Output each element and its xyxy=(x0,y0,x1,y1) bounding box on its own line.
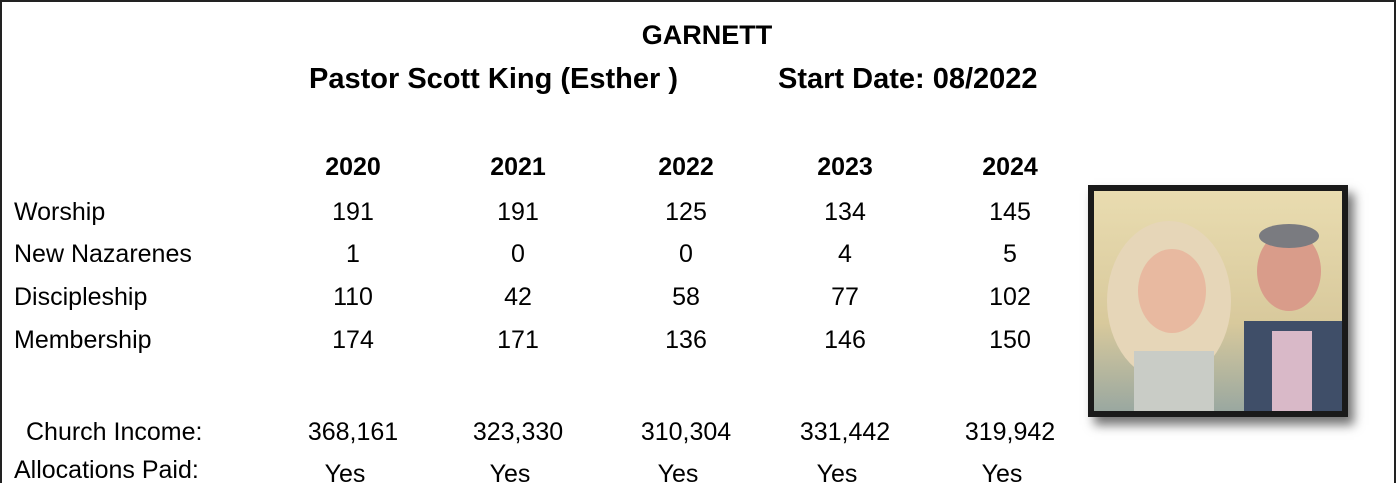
start-date: Start Date: 08/2022 xyxy=(778,64,1038,94)
finance-cell: 310,304 xyxy=(641,417,731,447)
cell: 150 xyxy=(989,325,1031,355)
column-header: 2022 xyxy=(658,152,714,182)
finance-label: Church Income: xyxy=(26,417,202,447)
finance-cell: 323,330 xyxy=(473,417,563,447)
title: GARNETT xyxy=(642,20,773,50)
cell: 134 xyxy=(824,197,866,227)
finance-cell: 319,942 xyxy=(965,417,1055,447)
column-header: 2023 xyxy=(817,152,873,182)
cell: 102 xyxy=(989,282,1031,312)
cell: 125 xyxy=(665,197,707,227)
finance-cell: 368,161 xyxy=(308,417,398,447)
page: GARNETT Pastor Scott King (Esther ) Star… xyxy=(0,0,1396,483)
row-label: Discipleship xyxy=(14,282,147,312)
cell: 110 xyxy=(333,282,373,312)
row-label: Worship xyxy=(14,197,105,227)
cell: 136 xyxy=(665,325,707,355)
row-label: Membership xyxy=(14,325,152,355)
cell: 1 xyxy=(346,239,360,269)
row-label: New Nazarenes xyxy=(14,239,192,269)
cell: 0 xyxy=(511,239,525,269)
cell: 77 xyxy=(831,282,859,312)
finance-cell: 331,442 xyxy=(800,417,890,447)
cell: 5 xyxy=(1003,239,1017,269)
cell: 174 xyxy=(332,325,374,355)
pastor-photo xyxy=(1088,185,1348,417)
cell: 146 xyxy=(824,325,866,355)
cell: 171 xyxy=(497,325,539,355)
cell: 4 xyxy=(838,239,852,269)
cell: 42 xyxy=(504,282,532,312)
photo-art xyxy=(1094,191,1342,411)
column-header: 2020 xyxy=(325,152,381,182)
pastor: Pastor Scott King (Esther ) xyxy=(309,64,678,94)
finance-label: Allocations Paid: xyxy=(14,455,199,485)
column-header: 2024 xyxy=(982,152,1038,182)
cell: 0 xyxy=(679,239,693,269)
cell: 191 xyxy=(497,197,539,227)
cell: 58 xyxy=(672,282,700,312)
column-header: 2021 xyxy=(490,152,546,182)
cell: 145 xyxy=(989,197,1031,227)
cell: 191 xyxy=(332,197,374,227)
